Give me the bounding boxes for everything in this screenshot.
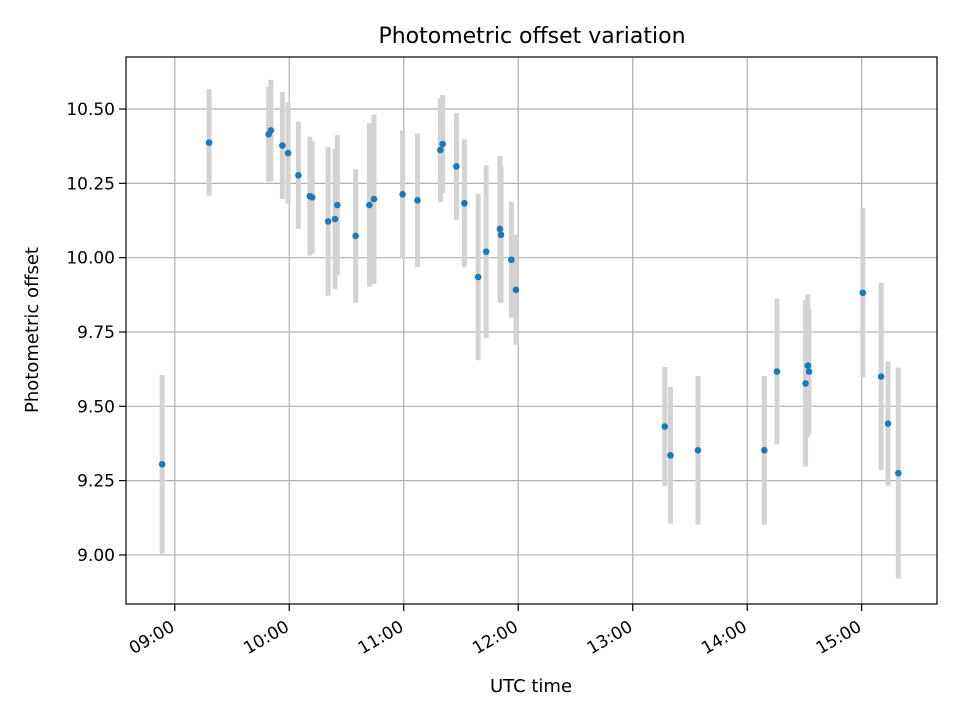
data-point (802, 380, 809, 387)
y-tick-label: 9.75 (77, 323, 115, 343)
data-point (761, 447, 768, 454)
data-point (399, 191, 406, 198)
data-point (352, 232, 359, 240)
data-point (805, 368, 813, 375)
data-point (804, 362, 812, 369)
data-point (324, 218, 332, 225)
data-point (158, 460, 166, 468)
x-axis-label: UTC time (490, 676, 572, 697)
data-point (877, 373, 885, 380)
x-tick-label: 13:00 (584, 617, 636, 659)
data-point (308, 194, 316, 201)
data-point (295, 172, 302, 179)
data-point (496, 225, 504, 233)
data-point (497, 231, 505, 239)
data-point (331, 215, 339, 223)
data-point (366, 201, 373, 209)
data-point (437, 146, 444, 154)
data-points (158, 127, 902, 477)
y-tick-label: 10.00 (66, 249, 115, 269)
grid (126, 57, 937, 604)
data-point (482, 248, 490, 256)
x-tick-label: 14:00 (698, 617, 750, 659)
data-point (895, 469, 902, 477)
data-point (267, 127, 275, 134)
data-point (453, 163, 460, 170)
y-tick-label: 10.50 (66, 100, 115, 120)
data-point (439, 140, 446, 148)
data-point (512, 286, 520, 294)
y-tick-label: 9.25 (77, 472, 115, 492)
y-axis-ticks: 9.00 9.25 9.50 9.75 10.00 10.25 10.50 (66, 100, 126, 566)
data-point (694, 447, 702, 454)
data-point (334, 201, 341, 209)
y-axis-label: Photometric offset (22, 247, 43, 413)
data-point (461, 199, 468, 207)
y-tick-label: 9.50 (77, 397, 115, 417)
data-point (284, 149, 292, 157)
data-point (414, 196, 421, 204)
x-tick-label: 10:00 (240, 617, 292, 659)
x-tick-label: 09:00 (126, 617, 178, 659)
data-point (884, 420, 892, 427)
data-point (661, 423, 669, 430)
y-tick-label: 10.25 (66, 174, 115, 194)
x-tick-label: 15:00 (813, 617, 865, 659)
x-tick-label: 12:00 (469, 617, 521, 659)
data-point (859, 289, 867, 297)
data-point (370, 195, 378, 203)
data-point (667, 452, 674, 459)
data-point (508, 256, 515, 264)
data-point (279, 142, 286, 149)
y-tick-label: 9.00 (77, 546, 115, 566)
data-point (205, 139, 213, 146)
data-point (474, 273, 482, 281)
plot-frame (125, 56, 938, 605)
data-point (773, 368, 781, 375)
chart-title: Photometric offset variation (378, 24, 685, 49)
error-bars (159, 79, 901, 579)
x-axis-ticks: 09:00 10:00 11:00 12:00 13:00 14:00 15:00 (126, 604, 865, 659)
x-tick-label: 11:00 (355, 617, 407, 659)
